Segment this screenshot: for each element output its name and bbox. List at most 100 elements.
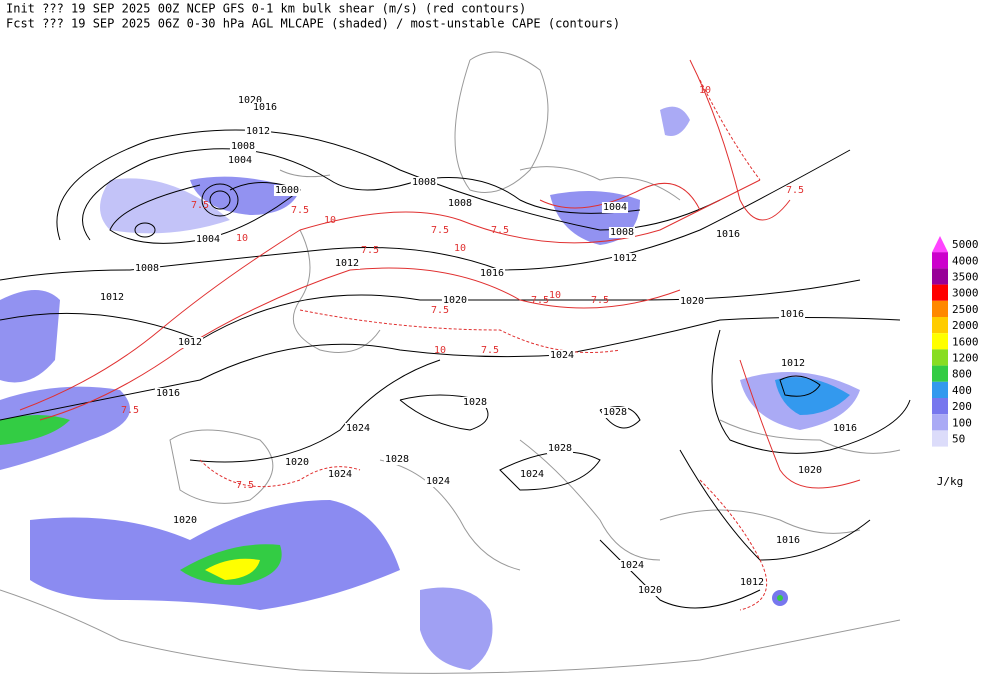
legend-swatch — [932, 300, 948, 317]
isobar-label: 1024 — [550, 350, 574, 361]
isobar-label-bg — [410, 177, 438, 188]
isobar-label-bg — [229, 141, 257, 152]
isobar-label: 1024 — [426, 476, 450, 487]
isobar-label-bg — [478, 268, 506, 279]
shear-label: 10 — [324, 215, 336, 226]
isobar-label: 1028 — [385, 454, 409, 465]
coastlines — [0, 51, 901, 674]
shear-label: 7.5 — [361, 245, 379, 256]
isobar-label: 1008 — [610, 227, 634, 238]
isobar-label-bg — [601, 202, 629, 213]
isobar-label-bg — [446, 198, 474, 209]
shear-label: 7.5 — [481, 345, 499, 356]
legend-unit: J/kg — [937, 475, 964, 488]
isobar-label: 1028 — [548, 443, 572, 454]
isobar-label-bg — [548, 350, 576, 361]
isobar-label: 1024 — [328, 469, 352, 480]
legend-label: 50 — [952, 433, 965, 446]
isobar-label: 1024 — [520, 469, 544, 480]
isobar-label: 1016 — [776, 535, 800, 546]
isobar-label-bg — [678, 296, 706, 307]
isobar-label: 1012 — [740, 577, 764, 588]
shear-label: 10 — [454, 243, 466, 254]
isobar-label-bg — [176, 337, 204, 348]
legend-label: 3500 — [952, 271, 979, 284]
isobar-label-bg — [796, 465, 824, 476]
isobar-label: 1008 — [412, 177, 436, 188]
isobar-label: 1008 — [231, 141, 255, 152]
shear-label: 10 — [699, 85, 711, 96]
isobar-label: 1020 — [238, 95, 262, 106]
shear-label: 7.5 — [786, 185, 804, 196]
isobar-label: 1012 — [178, 337, 202, 348]
legend-label: 100 — [952, 416, 972, 429]
shear-label: 7.5 — [431, 225, 449, 236]
header-line-1: Init ??? 19 SEP 2025 00Z NCEP GFS 0-1 km… — [6, 2, 526, 16]
isobar-label: 1008 — [135, 263, 159, 274]
isobar-label-bg — [461, 397, 489, 408]
isobar-label-bg — [236, 95, 264, 106]
isobar-label-bg — [244, 126, 272, 137]
isobar-label-bg — [154, 388, 182, 399]
isobar-label-bg — [779, 358, 807, 369]
labels: 1020101610121008100410001004100810121012… — [98, 85, 859, 596]
legend-triangle — [932, 236, 948, 253]
shear-label: 10 — [434, 345, 446, 356]
shear-label: 7.5 — [591, 295, 609, 306]
legend-label: 200 — [952, 400, 972, 413]
shear-label: 10 — [549, 290, 561, 301]
legend-swatch — [932, 430, 948, 447]
shear-contours — [19, 59, 861, 611]
isobar-label-bg — [636, 585, 664, 596]
legend-label: 2000 — [952, 319, 979, 332]
legend-swatch — [932, 381, 948, 398]
shear-label: 7.5 — [491, 225, 509, 236]
legend-swatch — [932, 398, 948, 415]
isobar-label-bg — [194, 234, 222, 245]
legend-label: 1600 — [952, 335, 979, 348]
isobar-label: 1016 — [156, 388, 180, 399]
isobar-label-bg — [546, 443, 574, 454]
isobar-label-bg — [171, 515, 199, 526]
isobar-label: 1020 — [443, 295, 467, 306]
legend-swatch — [932, 252, 948, 269]
isobar-label: 1016 — [253, 102, 277, 113]
isobar-label-bg — [383, 454, 411, 465]
isobar-label: 1020 — [638, 585, 662, 596]
shear-label: 7.5 — [236, 480, 254, 491]
shear-label: 7.5 — [121, 405, 139, 416]
isobar-label: 1012 — [613, 253, 637, 264]
isobar-label-bg — [601, 407, 629, 418]
isobar-label: 1028 — [463, 397, 487, 408]
isobar-label-bg — [344, 423, 372, 434]
isobar-label: 1016 — [480, 268, 504, 279]
isobar-label-bg — [424, 476, 452, 487]
isobar-label-bg — [226, 155, 254, 166]
legend-label: 1200 — [952, 352, 979, 365]
isobar-label-bg — [333, 258, 361, 269]
legend-swatch — [932, 414, 948, 431]
isobar-label: 1012 — [781, 358, 805, 369]
isobar-label: 1004 — [603, 202, 627, 213]
isobar-label: 1020 — [680, 296, 704, 307]
legend-swatch — [932, 365, 948, 382]
isobar-label: 1020 — [798, 465, 822, 476]
isobar-label-bg — [611, 253, 639, 264]
legend-swatch — [932, 333, 948, 350]
isobar-label-bg — [326, 469, 354, 480]
isobar-label: 1016 — [716, 229, 740, 240]
legend-label: 3000 — [952, 287, 979, 300]
shear-label: 7.5 — [531, 295, 549, 306]
legend: 5000 4000 3500 3000 2500 2000 1600 1200 800 400 20… — [932, 236, 979, 488]
isobar-label-bg — [273, 185, 301, 196]
shear-label: 7.5 — [191, 200, 209, 211]
isobar-label-bg — [831, 423, 859, 434]
isobar-label: 1012 — [246, 126, 270, 137]
isobar-label: 1012 — [335, 258, 359, 269]
isobar-label-bg — [251, 102, 279, 113]
isobar-label: 1016 — [833, 423, 857, 434]
isobar-label-bg — [714, 229, 742, 240]
isobar-label-bg — [518, 469, 546, 480]
isobar-label-bg — [608, 227, 636, 238]
